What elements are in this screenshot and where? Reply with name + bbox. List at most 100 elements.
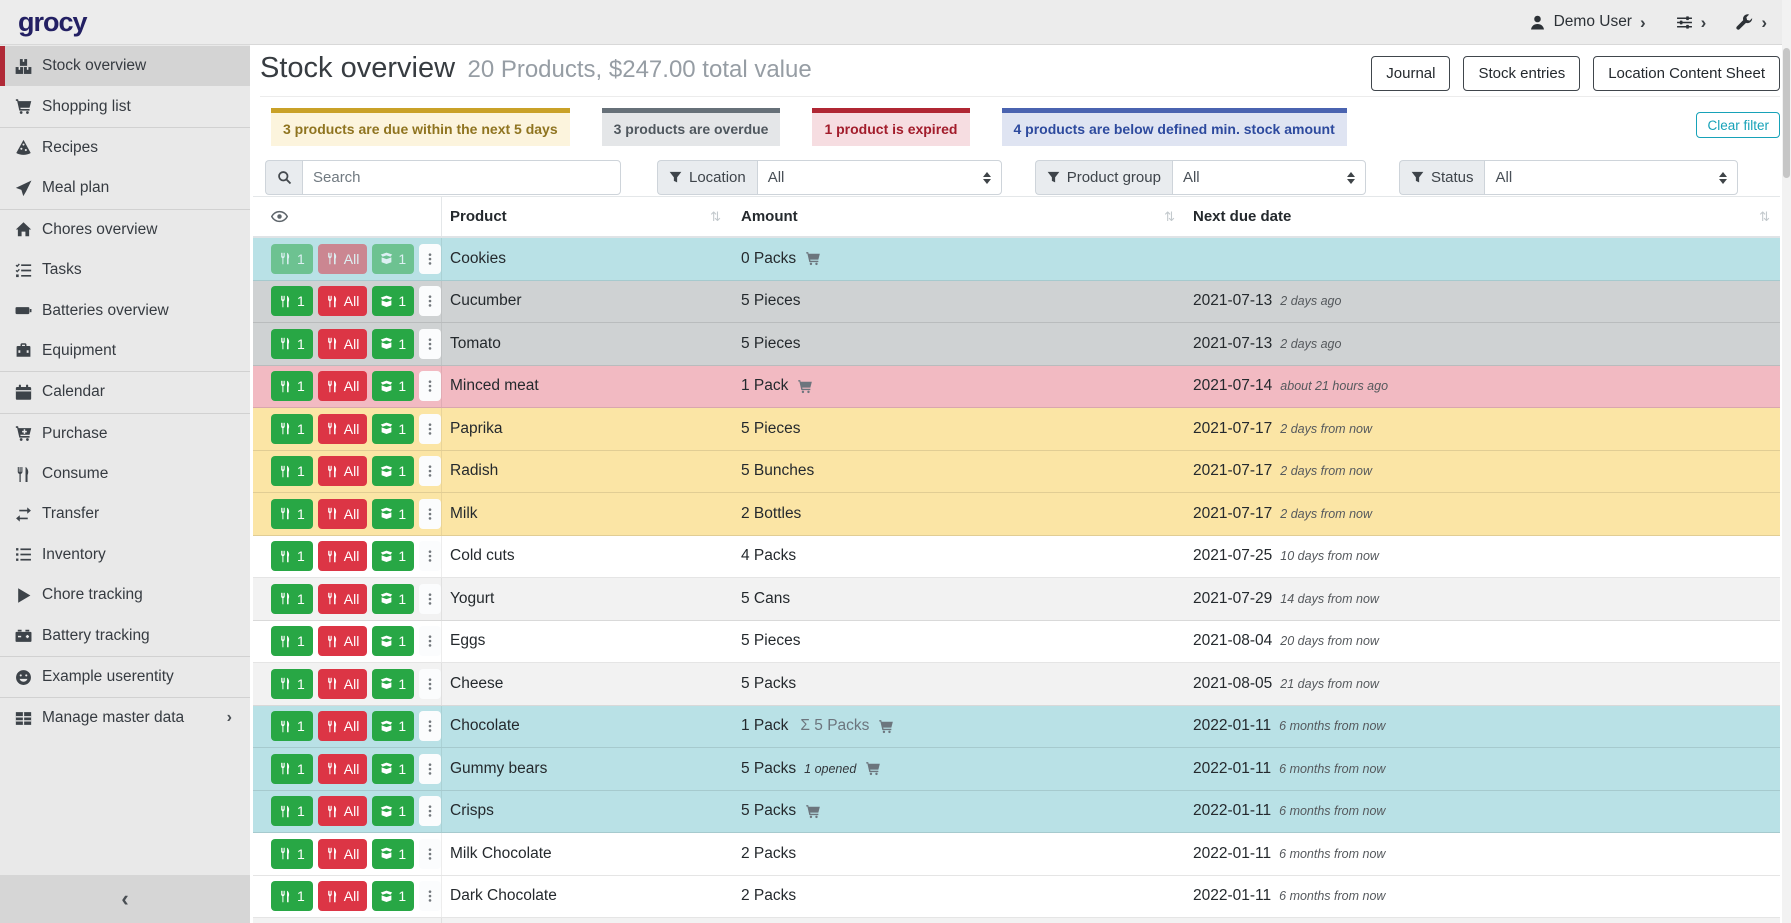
row-menu-button[interactable] (419, 456, 441, 487)
consume-all-button[interactable]: All (317, 881, 368, 912)
row-menu-button[interactable] (419, 583, 441, 614)
consume-one-button[interactable]: 1 (271, 498, 313, 529)
row-menu-button[interactable] (419, 413, 441, 444)
consume-one-button[interactable]: 1 (271, 711, 313, 742)
consume-all-button[interactable]: All (317, 711, 368, 742)
column-header-amount[interactable]: Amount ⇅ (741, 208, 1175, 225)
open-one-button[interactable]: 1 (372, 541, 415, 572)
consume-one-button[interactable]: 1 (271, 541, 313, 572)
consume-all-button[interactable]: All (317, 413, 368, 444)
open-one-button[interactable]: 1 (372, 583, 415, 614)
consume-all-button[interactable]: All (317, 541, 368, 572)
consume-one-button[interactable]: 1 (271, 796, 313, 827)
filter-select-status[interactable]: All (1484, 160, 1739, 195)
location-content-sheet-button[interactable]: Location Content Sheet (1593, 56, 1780, 91)
admin-menu[interactable]: › (1736, 14, 1767, 31)
sidebar-item-tasks[interactable]: Tasks (0, 250, 250, 290)
row-menu-button[interactable] (419, 541, 441, 572)
sidebar-item-battery-tracking[interactable]: Battery tracking (0, 615, 250, 655)
scrollbar-thumb[interactable] (1783, 48, 1790, 178)
sidebar-item-transfer[interactable]: Transfer (0, 494, 250, 534)
alert-due[interactable]: 3 products are due within the next 5 day… (271, 108, 570, 146)
consume-all-button[interactable]: All (317, 796, 368, 827)
consume-one-button[interactable]: 1 (271, 286, 313, 317)
open-one-button[interactable]: 1 (372, 413, 415, 444)
open-one-button[interactable]: 1 (372, 626, 415, 657)
consume-one-button[interactable]: 1 (271, 243, 313, 274)
sidebar-item-meal-plan[interactable]: Meal plan (0, 168, 250, 208)
open-one-button[interactable]: 1 (372, 328, 415, 359)
open-one-button[interactable]: 1 (372, 243, 415, 274)
consume-all-button[interactable]: All (317, 753, 368, 784)
row-menu-button[interactable] (419, 286, 441, 317)
row-menu-button[interactable] (419, 838, 441, 869)
sidebar-item-example-userentity[interactable]: Example userentity (0, 657, 250, 697)
journal-button[interactable]: Journal (1371, 56, 1451, 91)
open-one-button[interactable]: 1 (372, 881, 415, 912)
open-one-button[interactable]: 1 (372, 838, 415, 869)
sidebar-item-chore-tracking[interactable]: Chore tracking (0, 575, 250, 615)
sidebar-item-shopping-list[interactable]: Shopping list (0, 86, 250, 126)
filter-select-product-group[interactable]: All (1171, 160, 1366, 195)
consume-all-button[interactable]: All (317, 243, 368, 274)
sidebar-item-batteries-overview[interactable]: Batteries overview (0, 290, 250, 330)
row-menu-button[interactable] (419, 371, 441, 402)
row-menu-button[interactable] (419, 626, 441, 657)
sidebar-item-chores-overview[interactable]: Chores overview (0, 210, 250, 250)
page-scrollbar[interactable] (1782, 0, 1791, 923)
consume-one-button[interactable]: 1 (271, 328, 313, 359)
open-one-button[interactable]: 1 (372, 498, 415, 529)
row-menu-button[interactable] (419, 498, 441, 529)
consume-one-button[interactable]: 1 (271, 626, 313, 657)
stock-entries-button[interactable]: Stock entries (1463, 56, 1581, 91)
column-header-product[interactable]: Product ⇅ (450, 208, 721, 225)
open-one-button[interactable]: 1 (372, 286, 415, 317)
consume-one-button[interactable]: 1 (271, 881, 313, 912)
consume-all-button[interactable]: All (317, 498, 368, 529)
alert-expired[interactable]: 1 product is expired (812, 108, 970, 146)
alert-belowmin[interactable]: 4 products are below defined min. stock … (1001, 108, 1347, 146)
row-menu-button[interactable] (419, 243, 441, 274)
consume-one-button[interactable]: 1 (271, 668, 313, 699)
open-one-button[interactable]: 1 (372, 753, 415, 784)
column-header-next-due-date[interactable]: Next due date ⇅ (1193, 208, 1770, 225)
consume-one-button[interactable]: 1 (271, 583, 313, 614)
row-menu-button[interactable] (419, 711, 441, 742)
open-one-button[interactable]: 1 (372, 796, 415, 827)
consume-all-button[interactable]: All (317, 838, 368, 869)
consume-one-button[interactable]: 1 (271, 838, 313, 869)
open-one-button[interactable]: 1 (372, 711, 415, 742)
consume-all-button[interactable]: All (317, 626, 368, 657)
open-one-button[interactable]: 1 (372, 456, 415, 487)
consume-one-button[interactable]: 1 (271, 456, 313, 487)
consume-all-button[interactable]: All (317, 668, 368, 699)
sidebar-item-manage-master-data[interactable]: Manage master data › (0, 698, 250, 738)
row-menu-button[interactable] (419, 328, 441, 359)
filter-select-location[interactable]: All (756, 160, 1002, 195)
sidebar-item-recipes[interactable]: Recipes (0, 128, 250, 168)
user-menu[interactable]: Demo User › (1529, 13, 1646, 31)
sidebar-item-stock-overview[interactable]: Stock overview (0, 46, 250, 87)
consume-all-button[interactable]: All (317, 583, 368, 614)
consume-one-button[interactable]: 1 (271, 753, 313, 784)
alert-overdue[interactable]: 3 products are overdue (601, 108, 781, 146)
sidebar-item-consume[interactable]: Consume (0, 454, 250, 494)
consume-all-button[interactable]: All (317, 371, 368, 402)
row-menu-button[interactable] (419, 668, 441, 699)
consume-one-button[interactable]: 1 (271, 371, 313, 402)
clear-filter-button[interactable]: Clear filter (1696, 112, 1780, 138)
settings-menu[interactable]: › (1676, 14, 1706, 31)
sidebar-item-calendar[interactable]: Calendar (0, 372, 250, 412)
open-one-button[interactable]: 1 (372, 668, 415, 699)
row-menu-button[interactable] (419, 796, 441, 827)
sidebar-collapse-button[interactable]: ‹ (0, 875, 250, 923)
consume-all-button[interactable]: All (317, 328, 368, 359)
sidebar-item-purchase[interactable]: Purchase (0, 414, 250, 454)
consume-all-button[interactable]: All (317, 286, 368, 317)
row-menu-button[interactable] (419, 753, 441, 784)
row-menu-button[interactable] (419, 881, 441, 912)
sidebar-item-inventory[interactable]: Inventory (0, 535, 250, 575)
consume-one-button[interactable]: 1 (271, 413, 313, 444)
search-input[interactable] (302, 160, 621, 195)
open-one-button[interactable]: 1 (372, 371, 415, 402)
